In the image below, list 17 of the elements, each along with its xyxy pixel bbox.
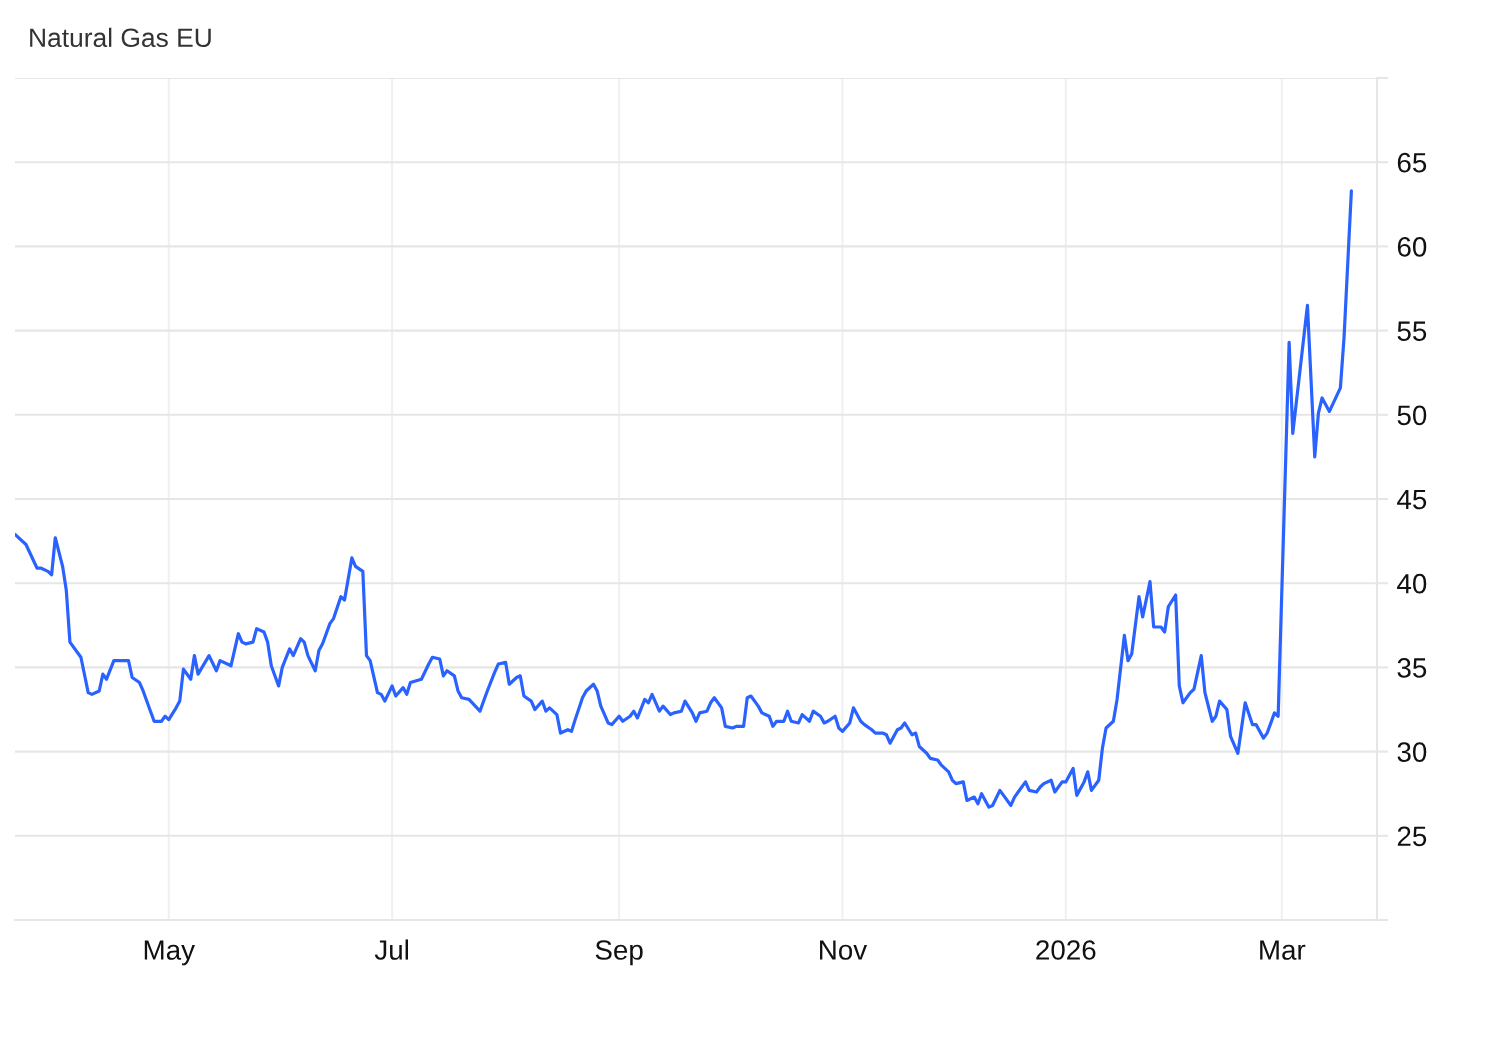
line-series bbox=[15, 189, 1353, 809]
x-tick-label: Jul bbox=[374, 939, 409, 960]
x-tick-label: 2026 bbox=[1036, 940, 1096, 960]
y-tick-label: 45 bbox=[1397, 489, 1427, 510]
x-tick-label: Mar bbox=[1260, 940, 1306, 960]
x-tick-label: Nov bbox=[820, 940, 868, 960]
chart-title: Natural Gas EU bbox=[30, 27, 211, 48]
y-tick-label: 25 bbox=[1397, 826, 1427, 847]
y-tick-label: 50 bbox=[1397, 405, 1427, 426]
y-tick-label: 65 bbox=[1397, 152, 1427, 173]
y-tick-label: 60 bbox=[1397, 237, 1427, 257]
x-tick-label: Sep bbox=[595, 940, 643, 966]
y-tick-label: 55 bbox=[1397, 321, 1427, 341]
y-tick-label: 35 bbox=[1397, 658, 1427, 678]
y-tick-label: 40 bbox=[1397, 573, 1427, 594]
x-tick-label: May bbox=[144, 940, 195, 966]
y-tick-label: 30 bbox=[1397, 742, 1427, 762]
